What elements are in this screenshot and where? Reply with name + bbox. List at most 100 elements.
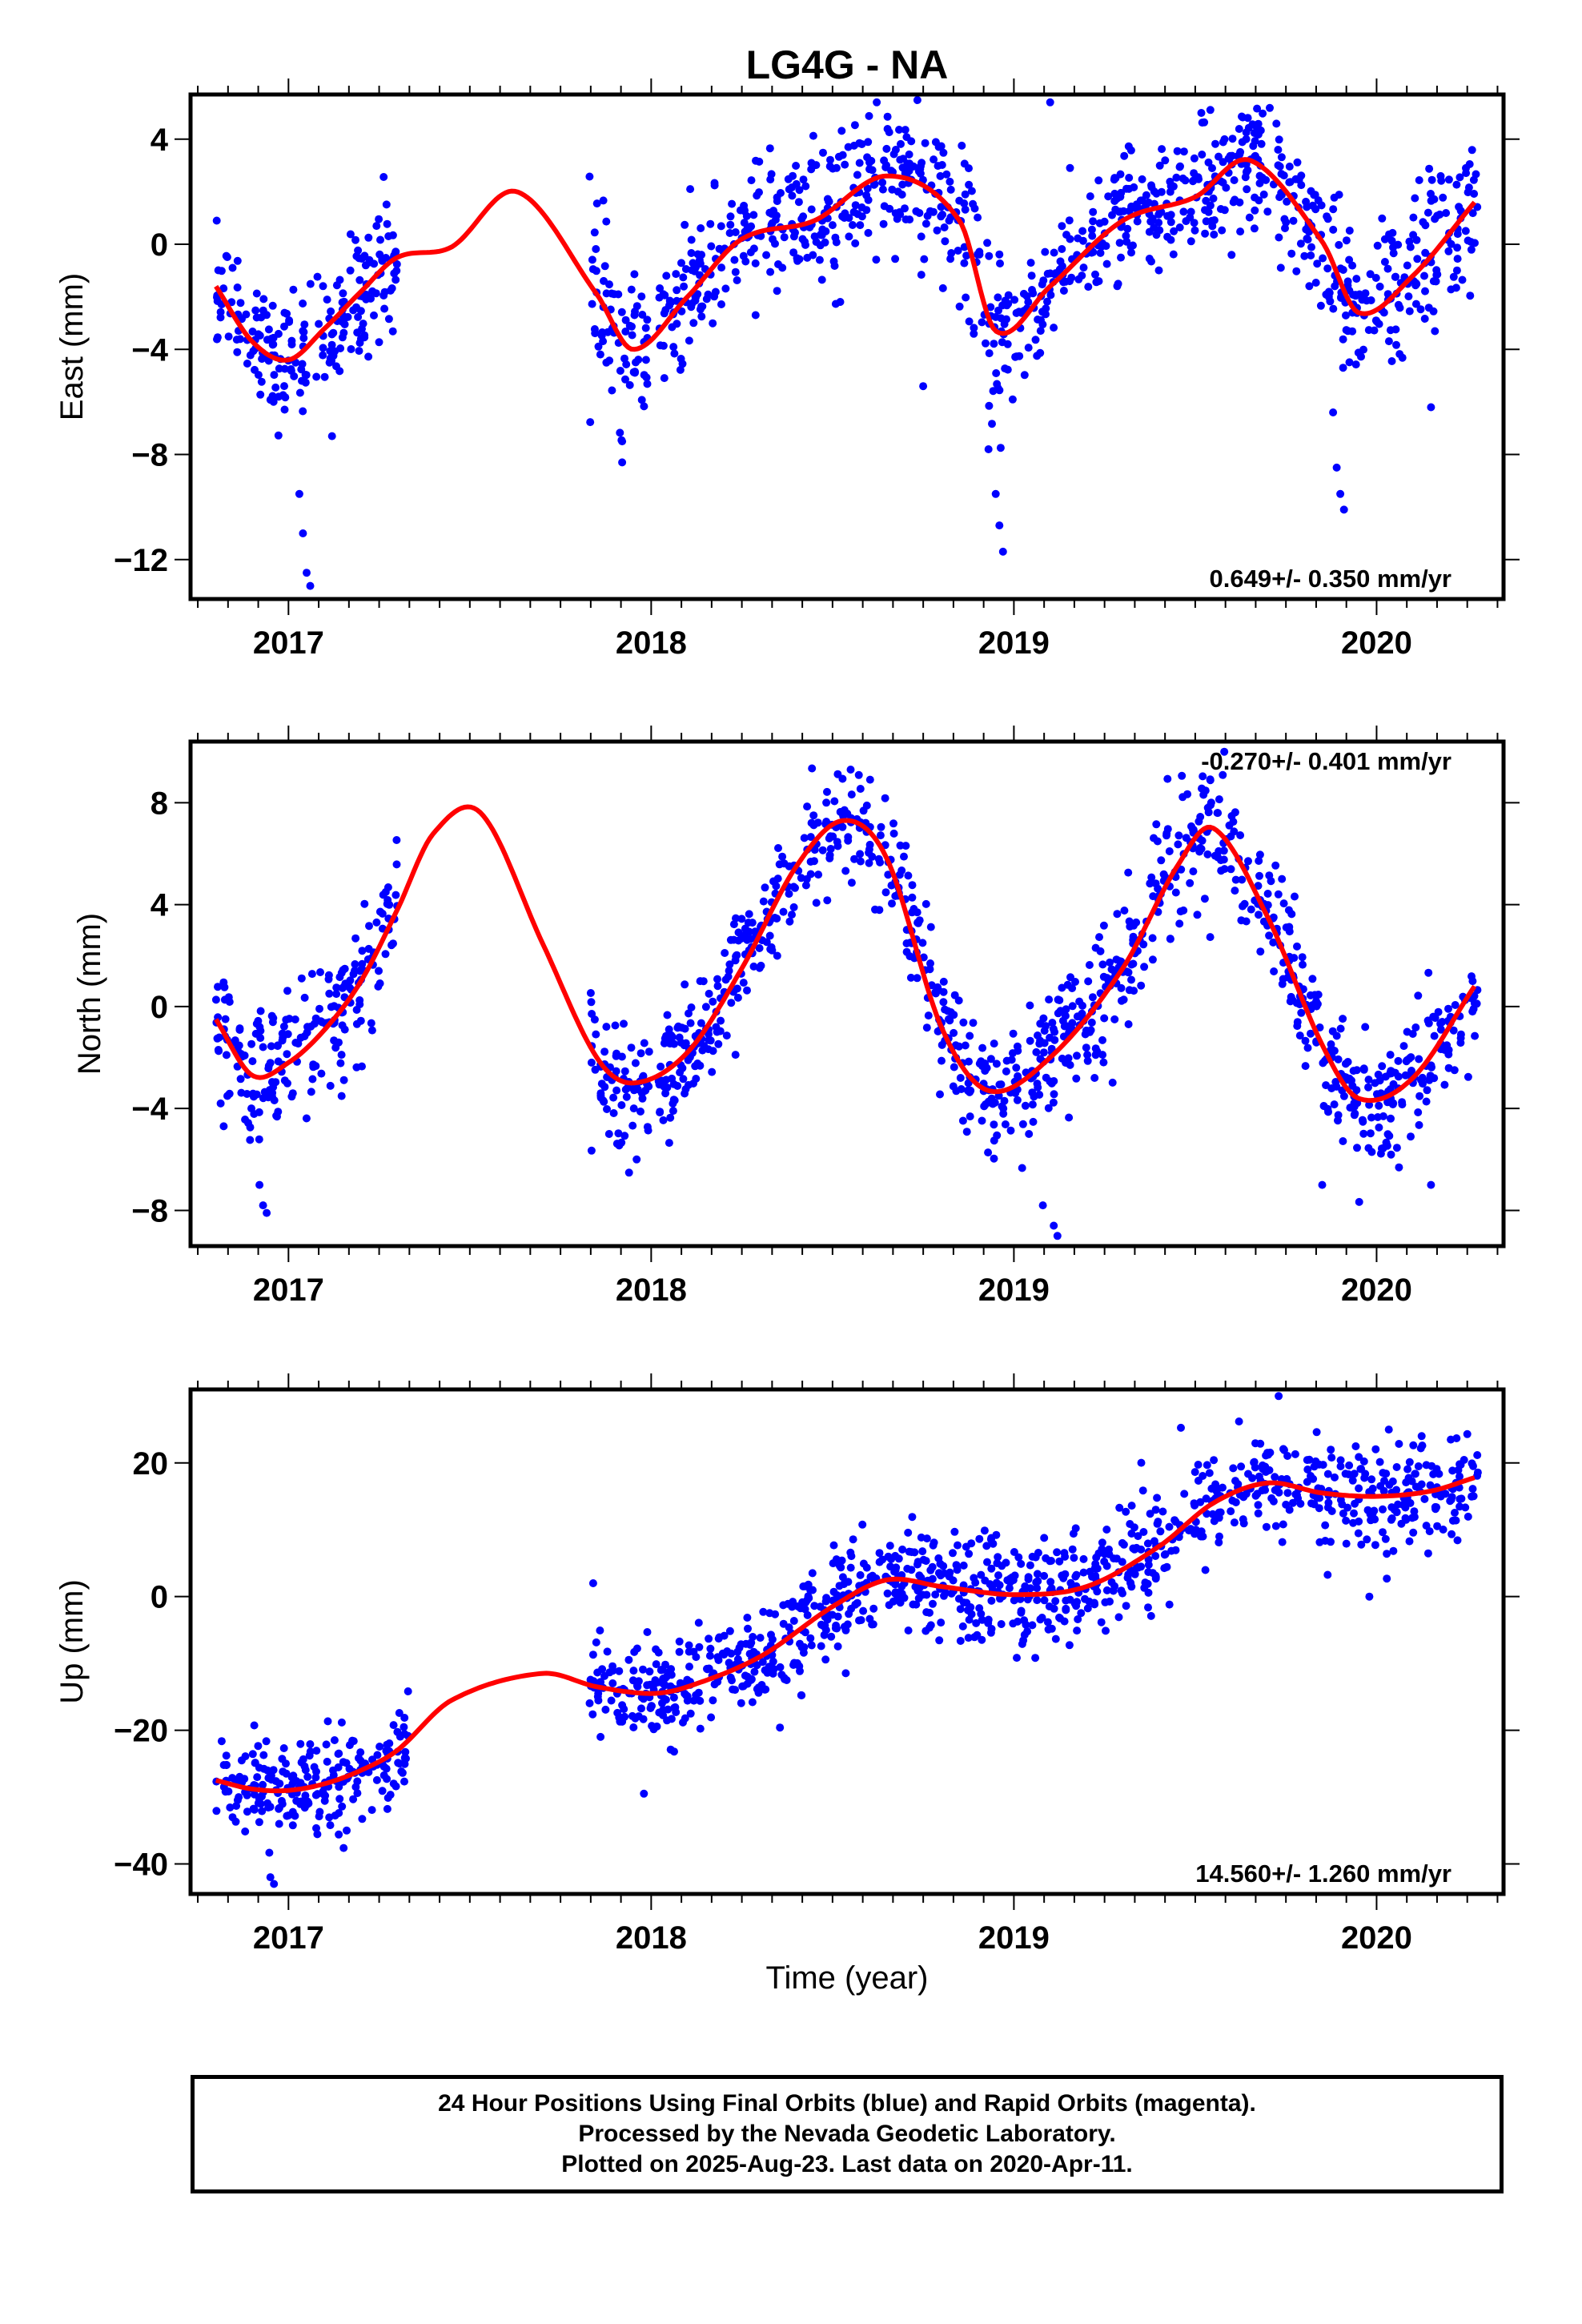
data-point [962, 251, 971, 260]
data-point [1336, 489, 1345, 498]
data-point [1405, 1537, 1414, 1546]
data-point [966, 1112, 974, 1121]
data-point [1471, 239, 1479, 247]
data-point [1468, 1459, 1476, 1468]
data-point [274, 431, 283, 440]
plot-frame [188, 739, 1506, 1248]
data-point [1426, 1481, 1435, 1490]
data-point [728, 199, 737, 208]
data-point [1013, 1042, 1022, 1051]
data-point [381, 950, 390, 959]
data-point [656, 1108, 665, 1116]
data-point [954, 1042, 963, 1051]
data-point [1371, 1079, 1379, 1088]
data-point [1028, 1621, 1037, 1630]
data-point [1204, 158, 1213, 167]
data-point [801, 182, 810, 191]
data-point [721, 949, 729, 957]
data-point [707, 242, 716, 251]
data-point [400, 1714, 409, 1722]
data-point [1269, 938, 1278, 947]
data-point [339, 328, 348, 337]
data-point [268, 340, 277, 349]
data-point [587, 1058, 596, 1067]
data-point [602, 358, 611, 367]
data-point [1301, 1062, 1310, 1071]
data-point [776, 1723, 785, 1732]
data-point [924, 1011, 933, 1020]
data-point [965, 164, 973, 173]
data-point [910, 1548, 919, 1557]
data-point [1307, 1499, 1315, 1508]
data-point [1069, 1530, 1078, 1538]
data-point [365, 255, 374, 264]
data-point [356, 307, 365, 316]
data-point [931, 138, 940, 147]
data-point [724, 972, 733, 981]
data-point [275, 364, 283, 373]
data-point [1147, 873, 1156, 882]
data-point [992, 369, 1001, 377]
data-point [1336, 1462, 1345, 1470]
data-point [1070, 1554, 1078, 1562]
data-point [1371, 1541, 1379, 1550]
data-point [789, 248, 798, 257]
data-point [664, 1705, 673, 1714]
data-point [1230, 176, 1239, 184]
data-point [1039, 1048, 1048, 1057]
data-point [884, 870, 893, 879]
data-point [1123, 1574, 1132, 1582]
data-point [886, 1562, 895, 1571]
data-point [1036, 327, 1045, 336]
data-point [1203, 850, 1212, 858]
data-point [908, 881, 917, 890]
data-point [1102, 1626, 1110, 1635]
data-point [375, 215, 383, 223]
data-point [213, 333, 222, 342]
data-point [1354, 1529, 1363, 1538]
data-point [1263, 901, 1272, 910]
data-point [1033, 1570, 1042, 1578]
data-point [1026, 1036, 1034, 1045]
data-point [1348, 1476, 1357, 1485]
data-point [807, 165, 816, 174]
data-point [1138, 175, 1146, 183]
data-point [621, 328, 630, 336]
data-point [1361, 1023, 1370, 1031]
data-point [330, 1036, 339, 1045]
data-point [259, 1780, 267, 1789]
data-point [1324, 287, 1333, 296]
data-point [237, 1088, 246, 1097]
data-point [1316, 301, 1325, 310]
data-point [217, 1737, 226, 1746]
data-point [323, 296, 331, 304]
data-point [1434, 1007, 1443, 1016]
data-point [1427, 175, 1436, 184]
data-point [388, 327, 397, 336]
data-point [383, 1804, 391, 1813]
data-point [844, 143, 853, 151]
x-axis-label: Time (year) [766, 1960, 929, 1996]
data-point [1134, 1532, 1142, 1541]
data-point [1055, 1557, 1064, 1566]
data-point [1198, 784, 1206, 793]
data-point [233, 283, 242, 292]
data-point [995, 521, 1004, 530]
data-point [765, 931, 774, 940]
data-point [1219, 770, 1227, 779]
data-point [1062, 1059, 1070, 1068]
data-point [1449, 272, 1458, 281]
data-point [1204, 808, 1213, 817]
data-point [1125, 917, 1134, 926]
data-point [1422, 1522, 1431, 1530]
data-point [1188, 825, 1197, 834]
data-point [351, 235, 359, 244]
data-point [1175, 919, 1184, 928]
rate-annotation: -0.270+/- 0.401 mm/yr [1201, 747, 1452, 775]
data-point [621, 316, 630, 324]
data-point [1243, 114, 1252, 123]
data-point [1220, 865, 1229, 874]
data-point [934, 1554, 943, 1562]
data-point [652, 1645, 661, 1654]
